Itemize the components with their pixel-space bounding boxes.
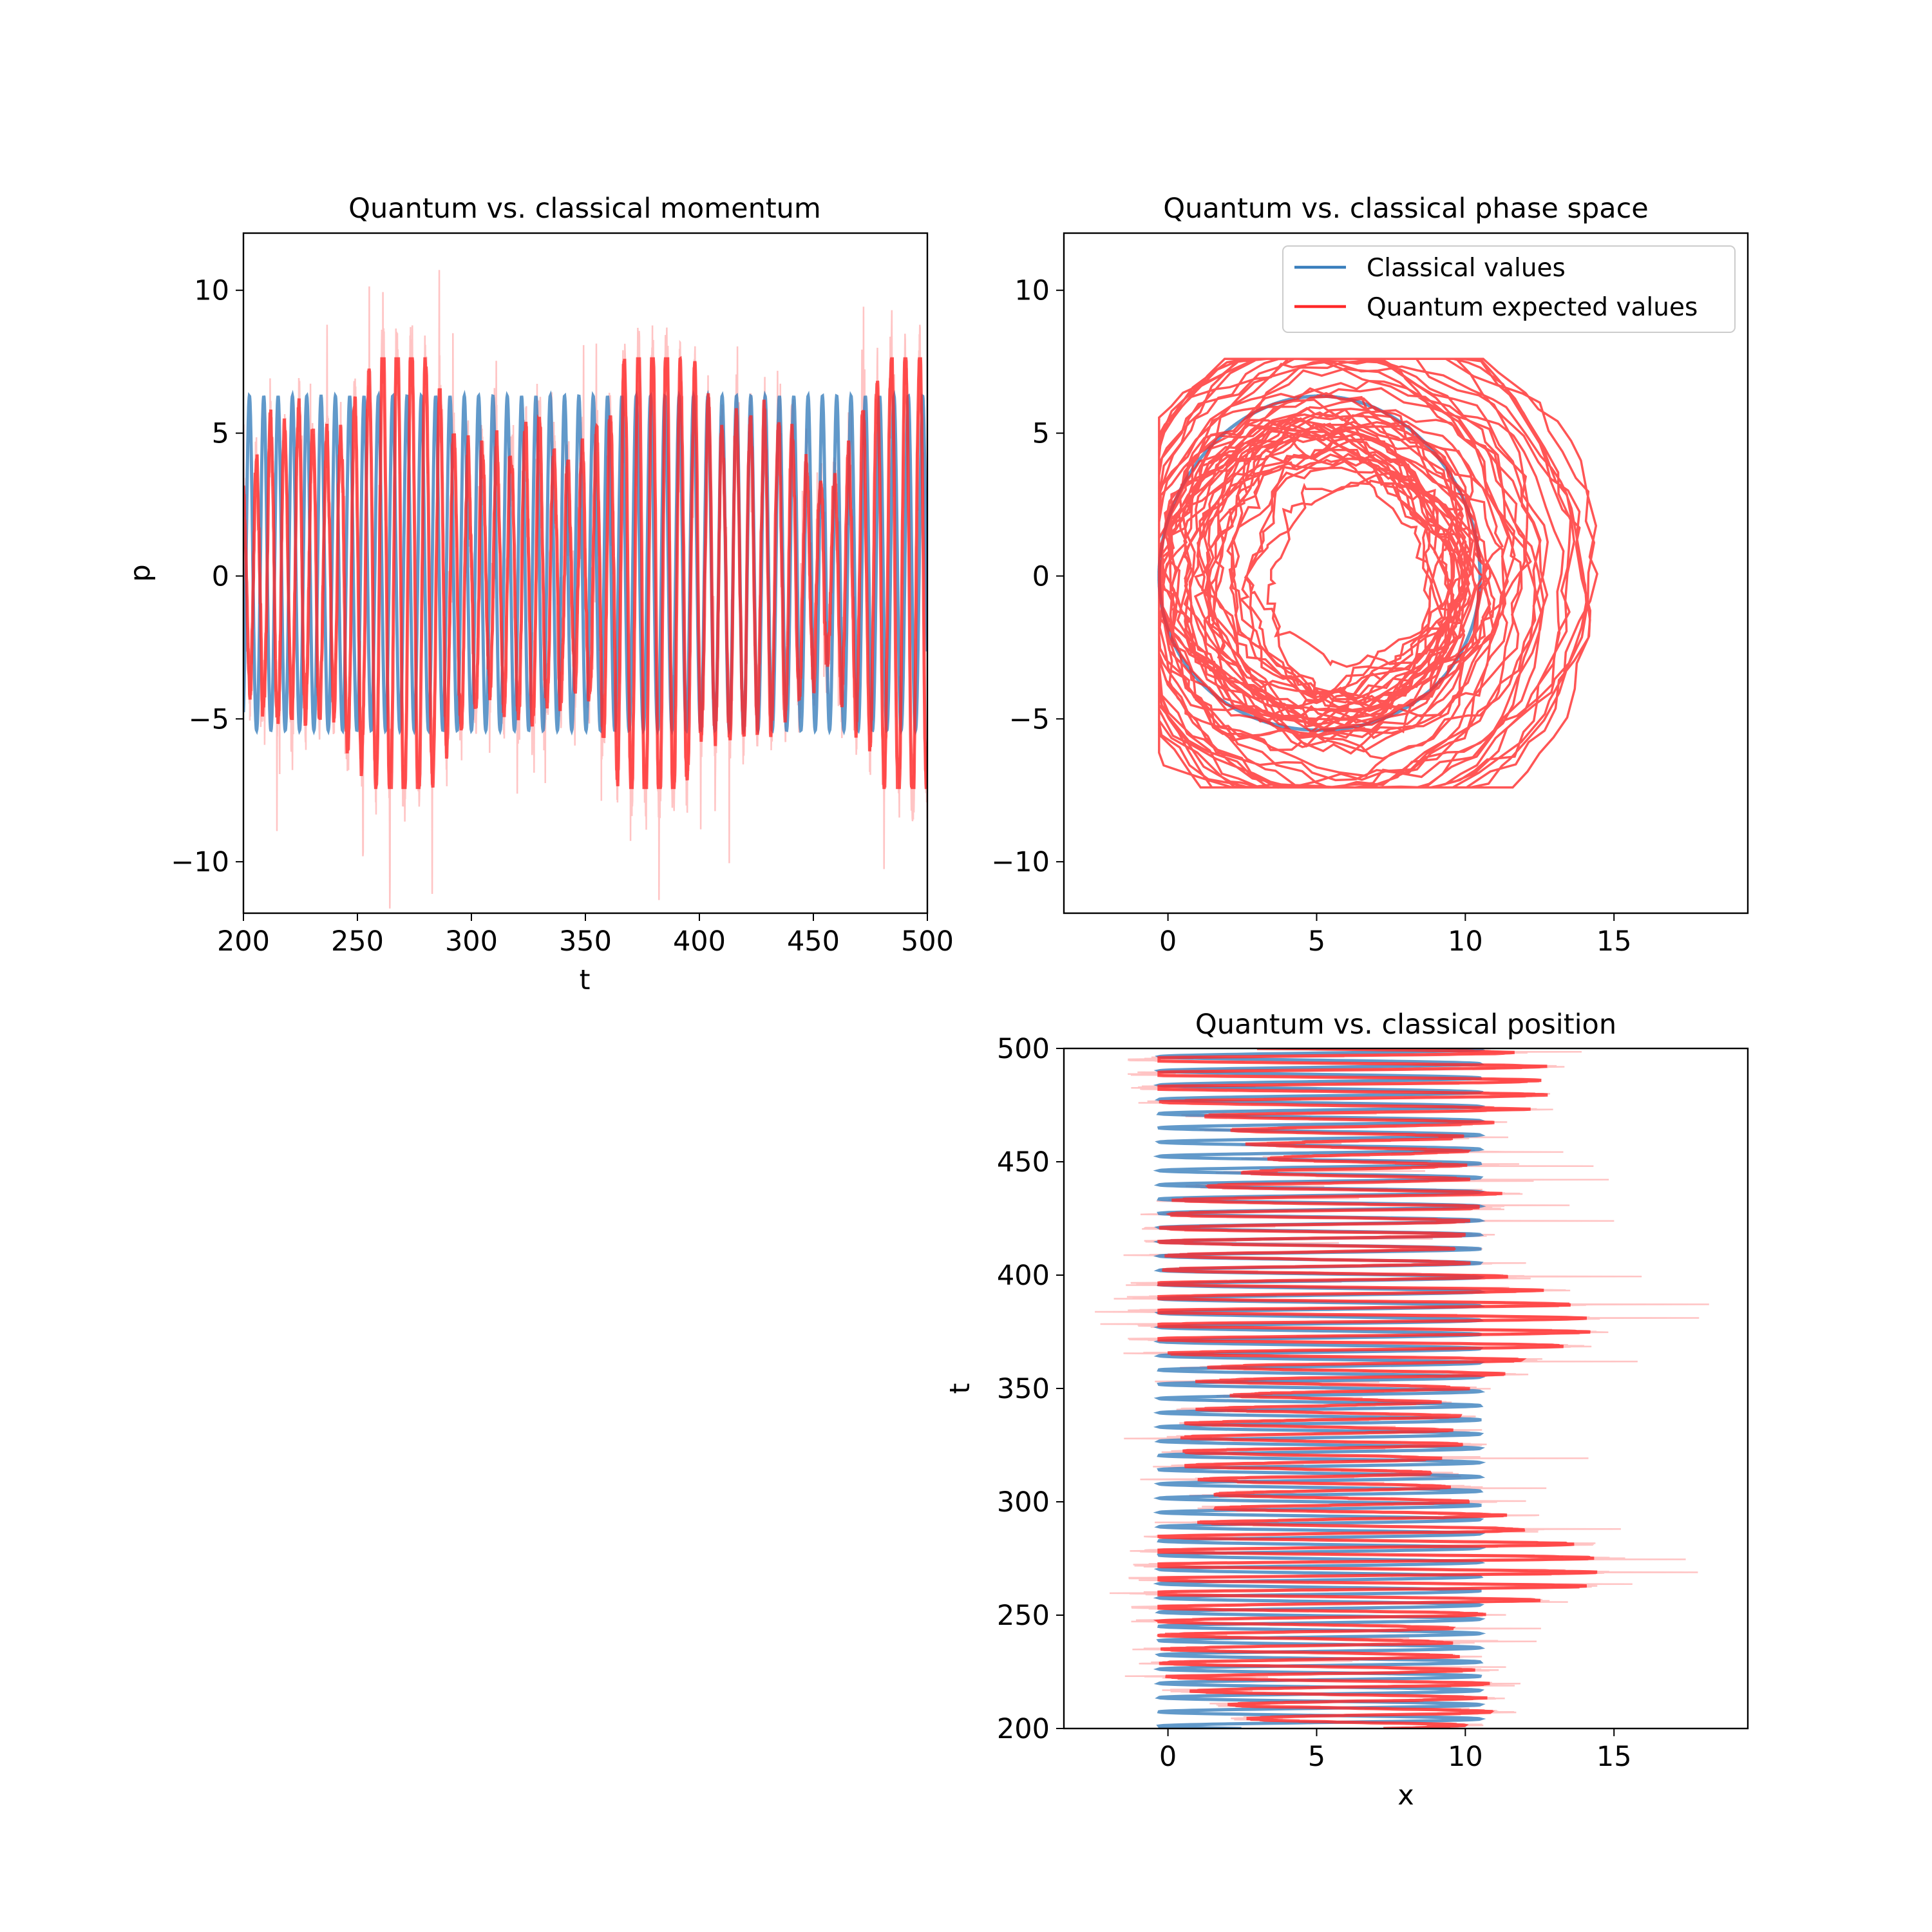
phase-space-x-ticks: 0 5 10 15 [1159, 913, 1632, 958]
position-chart-title: Quantum vs. classical position [1195, 1009, 1616, 1041]
momentum-y-tick-label: 10 [194, 275, 229, 307]
momentum-y-tick-label: 0 [212, 560, 229, 592]
momentum-y-axis-label: p [124, 564, 156, 582]
momentum-y-tick-label: 5 [212, 418, 229, 450]
momentum-x-tick-label: 450 [787, 925, 840, 958]
position-y-tick-label: 400 [997, 1260, 1050, 1292]
position-y-tick-label: 300 [997, 1486, 1050, 1519]
position-y-ticks: 200 250 300 350 400 450 500 [997, 1033, 1064, 1745]
phase-quantum-trajectory [1157, 357, 1598, 789]
phase-space-x-tick-label: 5 [1308, 925, 1325, 958]
momentum-x-tick-label: 400 [673, 925, 726, 958]
position-y-tick-label: 450 [997, 1146, 1050, 1179]
phase-space-y-tick-label: −5 [1009, 703, 1050, 735]
position-plot-area [1095, 1048, 1709, 1728]
position-y-axis-label: t [944, 1383, 976, 1394]
position-quantum-line [1153, 1048, 1598, 1728]
position-y-tick-label: 350 [997, 1373, 1050, 1405]
position-panel: Quantum vs. classical position 0 5 10 15 20… [944, 1009, 1749, 1812]
momentum-x-tick-label: 200 [217, 925, 270, 958]
momentum-y-tick-label: −5 [189, 703, 229, 735]
momentum-quantum-line [243, 355, 927, 790]
phase-space-plot-area [1157, 357, 1598, 789]
position-x-tick-label: 5 [1308, 1741, 1325, 1773]
momentum-plot-area [243, 270, 927, 909]
position-x-tick-label: 10 [1448, 1741, 1483, 1773]
phase-space-y-tick-label: 10 [1014, 275, 1050, 307]
phase-space-panel: Quantum vs. classical phase space 0 5 10 15… [991, 193, 1749, 958]
position-x-axis-label: x [1397, 1779, 1414, 1812]
phase-space-x-tick-label: 15 [1596, 925, 1632, 958]
momentum-x-tick-label: 500 [901, 925, 954, 958]
phase-space-x-tick-label: 10 [1448, 925, 1483, 958]
phase-space-chart-title: Quantum vs. classical phase space [1163, 193, 1648, 225]
phase-space-y-tick-label: 5 [1032, 418, 1050, 450]
momentum-x-ticks: 200 250 300 350 400 450 500 [217, 913, 954, 958]
legend-classical-label: Classical values [1367, 254, 1566, 283]
momentum-x-tick-label: 300 [445, 925, 498, 958]
position-x-tick-label: 15 [1596, 1741, 1632, 1773]
position-y-tick-label: 250 [997, 1600, 1050, 1632]
momentum-panel: Quantum vs. classical momentum 200 250 300… [124, 193, 954, 996]
momentum-x-tick-label: 250 [331, 925, 384, 958]
phase-space-legend: Classical values Quantum expected values [1282, 245, 1736, 333]
phase-space-y-ticks: −10 −5 0 5 10 [991, 275, 1064, 878]
momentum-y-ticks: −10 −5 0 5 10 [171, 275, 243, 878]
momentum-y-tick-label: −10 [171, 846, 229, 878]
momentum-x-axis-label: t [580, 964, 591, 996]
position-classical-line [1153, 1048, 1486, 1728]
legend-quantum-label: Quantum expected values [1367, 293, 1698, 322]
position-y-tick-label: 500 [997, 1033, 1050, 1065]
position-x-tick-label: 0 [1159, 1741, 1177, 1773]
position-y-tick-label: 200 [997, 1713, 1050, 1745]
phase-space-x-tick-label: 0 [1159, 925, 1177, 958]
legend-box [1282, 245, 1736, 333]
momentum-x-tick-label: 350 [559, 925, 612, 958]
position-x-ticks: 0 5 10 15 [1159, 1728, 1632, 1773]
phase-space-y-tick-label: 0 [1032, 560, 1050, 592]
phase-space-y-tick-label: −10 [991, 846, 1050, 878]
momentum-chart-title: Quantum vs. classical momentum [348, 193, 821, 225]
phase-space-axes-frame [1063, 232, 1749, 914]
